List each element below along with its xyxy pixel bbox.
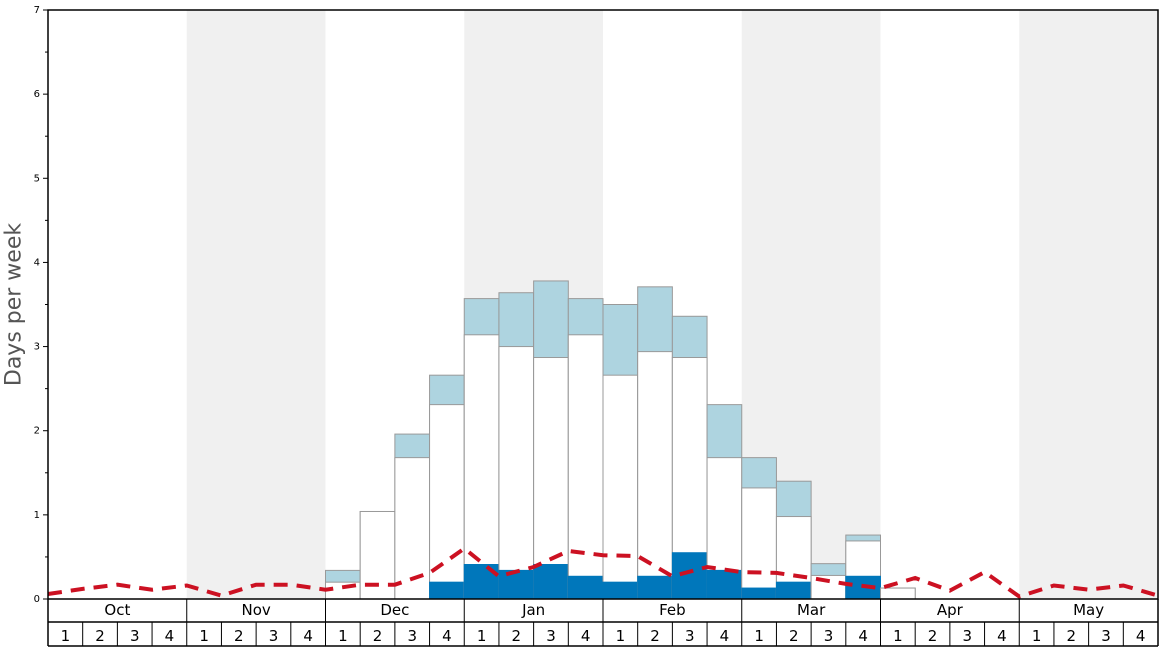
week-label-apr-1: 1 xyxy=(893,627,903,645)
week-label-oct-3: 3 xyxy=(130,627,140,645)
week-label-mar-2: 2 xyxy=(789,627,799,645)
bar-white-17 xyxy=(637,351,673,600)
week-label-feb-2: 2 xyxy=(650,627,660,645)
month-label-nov: Nov xyxy=(241,601,270,619)
week-label-apr-2: 2 xyxy=(928,627,938,645)
month-label-jan: Jan xyxy=(521,601,545,619)
bar-dark-15 xyxy=(567,575,604,600)
week-label-mar-1: 1 xyxy=(754,627,764,645)
bar-dark-11 xyxy=(429,581,465,600)
month-label-oct: Oct xyxy=(104,601,130,619)
bar-dark-16 xyxy=(602,581,639,600)
y-tick-label-6: 6 xyxy=(34,89,40,100)
y-tick-label-7: 7 xyxy=(34,5,40,16)
y-tick-label-0: 0 xyxy=(34,594,40,605)
week-label-oct-4: 4 xyxy=(165,627,175,645)
week-label-dec-3: 3 xyxy=(407,627,417,645)
week-label-dec-1: 1 xyxy=(338,627,348,645)
week-label-nov-4: 4 xyxy=(303,627,313,645)
week-label-nov-2: 2 xyxy=(234,627,244,645)
week-label-nov-1: 1 xyxy=(199,627,209,645)
bar-dark-20 xyxy=(741,587,777,600)
month-label-apr: Apr xyxy=(937,601,964,619)
week-label-oct-1: 1 xyxy=(61,627,71,645)
week-label-dec-4: 4 xyxy=(442,627,452,645)
dashed-line-series xyxy=(47,545,1159,599)
week-label-apr-3: 3 xyxy=(962,627,972,645)
y-tick-label-3: 3 xyxy=(34,342,40,353)
week-label-feb-1: 1 xyxy=(616,627,626,645)
week-label-may-3: 3 xyxy=(1101,627,1111,645)
y-tick-label-2: 2 xyxy=(34,426,40,437)
bar-dark-19 xyxy=(706,569,743,600)
bar-white-13 xyxy=(498,346,535,600)
y-tick-label-1: 1 xyxy=(34,510,40,521)
bar-white-24 xyxy=(880,587,916,600)
month-band-may xyxy=(1019,10,1158,599)
y-tick-label-5: 5 xyxy=(34,173,40,184)
bar-white-20 xyxy=(741,487,777,600)
week-label-jan-1: 1 xyxy=(477,627,487,645)
bar-dark-18 xyxy=(671,552,708,600)
bar-dark-13 xyxy=(498,569,535,600)
week-label-may-2: 2 xyxy=(1067,627,1077,645)
month-label-feb: Feb xyxy=(659,601,686,619)
bar-dark-14 xyxy=(533,564,569,600)
week-label-jan-4: 4 xyxy=(581,627,591,645)
month-label-mar: Mar xyxy=(797,601,826,619)
week-label-mar-3: 3 xyxy=(824,627,834,645)
bar-white-16 xyxy=(602,374,639,600)
week-label-oct-2: 2 xyxy=(95,627,105,645)
month-label-dec: Dec xyxy=(380,601,409,619)
week-label-may-1: 1 xyxy=(1032,627,1042,645)
week-label-jan-3: 3 xyxy=(546,627,556,645)
bar-white-12 xyxy=(463,334,500,600)
bar-dark-17 xyxy=(637,575,673,600)
bar-white-15 xyxy=(567,334,604,600)
month-label-may: May xyxy=(1073,601,1104,619)
week-label-dec-2: 2 xyxy=(373,627,383,645)
month-band-nov xyxy=(186,10,326,599)
week-label-jan-2: 2 xyxy=(512,627,522,645)
week-label-apr-4: 4 xyxy=(997,627,1007,645)
week-label-nov-3: 3 xyxy=(269,627,279,645)
week-label-mar-4: 4 xyxy=(858,627,868,645)
y-tick-label-4: 4 xyxy=(34,257,40,268)
week-label-feb-4: 4 xyxy=(720,627,730,645)
y-axis-label: Days per week xyxy=(1,222,27,387)
bar-dark-21 xyxy=(775,581,812,600)
week-label-may-4: 4 xyxy=(1136,627,1146,645)
week-label-feb-3: 3 xyxy=(685,627,695,645)
